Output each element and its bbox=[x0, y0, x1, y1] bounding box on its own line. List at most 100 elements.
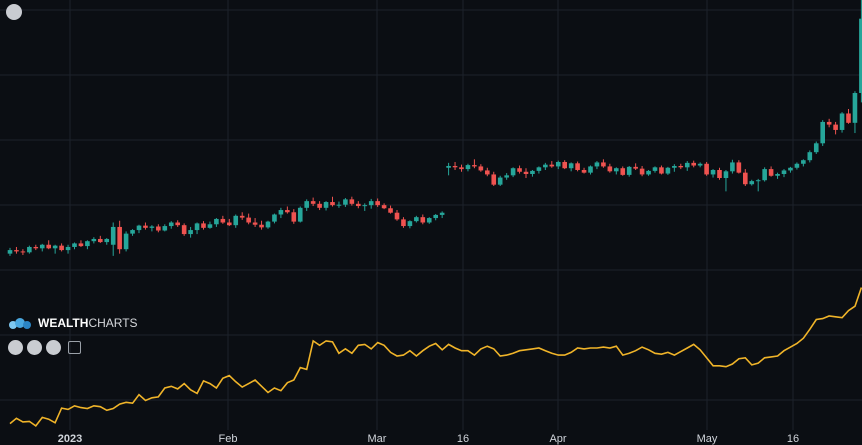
candle-body bbox=[65, 246, 71, 251]
candle-body bbox=[710, 169, 716, 175]
candle-body bbox=[852, 93, 858, 123]
candle-body bbox=[762, 169, 767, 181]
candle-body bbox=[543, 164, 548, 168]
candle-body bbox=[465, 165, 471, 170]
candle-body bbox=[188, 230, 193, 235]
candle-body bbox=[414, 217, 419, 222]
collapse-icon[interactable] bbox=[8, 340, 23, 355]
x-tick-label: 16 bbox=[457, 433, 469, 445]
plus-square-icon[interactable] bbox=[68, 341, 81, 354]
candle-body bbox=[381, 205, 387, 209]
candle-body bbox=[246, 217, 251, 223]
candle-body bbox=[684, 162, 690, 168]
candle-body bbox=[91, 238, 97, 242]
candle-body bbox=[259, 224, 264, 228]
candle-body bbox=[175, 222, 180, 226]
candle-body bbox=[401, 219, 406, 227]
candle-body bbox=[607, 166, 613, 172]
expand-icon[interactable] bbox=[6, 4, 22, 20]
candle-body bbox=[859, 18, 862, 94]
candle-body bbox=[781, 170, 787, 174]
candle-body bbox=[833, 124, 838, 130]
candle-body bbox=[452, 165, 458, 168]
candle-body bbox=[530, 170, 535, 174]
candle-body bbox=[78, 243, 84, 247]
candle-body bbox=[194, 223, 200, 231]
candle-body bbox=[52, 245, 58, 249]
candle-body bbox=[768, 169, 774, 176]
candle-body bbox=[33, 246, 39, 249]
candle-body bbox=[297, 207, 303, 222]
candle-body bbox=[497, 177, 503, 185]
candle-body bbox=[723, 171, 729, 178]
candle-body bbox=[472, 165, 477, 167]
candle-body bbox=[20, 251, 26, 253]
candle-body bbox=[536, 167, 542, 171]
candle-body bbox=[459, 167, 464, 170]
candle-body bbox=[697, 163, 703, 166]
candle-body bbox=[156, 226, 161, 231]
candle-body bbox=[614, 168, 619, 172]
candle-body bbox=[549, 164, 555, 167]
candle-body bbox=[110, 226, 116, 245]
candle-body bbox=[717, 169, 722, 178]
candle-body bbox=[555, 161, 561, 167]
candle-body bbox=[304, 201, 309, 208]
candle-body bbox=[517, 168, 522, 172]
candle-body bbox=[594, 162, 600, 167]
indicator-line bbox=[9, 287, 862, 427]
candle-body bbox=[330, 202, 335, 206]
candle-body bbox=[336, 204, 342, 206]
arrow-up-icon[interactable] bbox=[46, 340, 61, 355]
candle-body bbox=[98, 238, 103, 243]
candle-body bbox=[420, 217, 426, 223]
candle-body bbox=[252, 222, 258, 225]
candle-body bbox=[620, 168, 626, 175]
candle-body bbox=[123, 233, 129, 250]
candle-body bbox=[233, 215, 239, 226]
candle-body bbox=[601, 162, 606, 167]
candle-body bbox=[362, 205, 368, 207]
candle-body bbox=[85, 241, 90, 247]
candle-body bbox=[665, 167, 671, 174]
candle-body bbox=[478, 166, 484, 171]
x-tick-label: Feb bbox=[219, 433, 238, 445]
candle-body bbox=[813, 143, 819, 153]
x-tick-label: Mar bbox=[368, 433, 387, 445]
candle-body bbox=[285, 210, 290, 213]
candle-body bbox=[639, 168, 645, 175]
candle-body bbox=[317, 203, 322, 208]
candle-body bbox=[368, 201, 374, 206]
brand-wealth: WEALTH bbox=[38, 316, 89, 330]
brand-logo: WEALTHCHARTS bbox=[8, 313, 138, 333]
candle-body bbox=[626, 166, 632, 175]
candle-body bbox=[104, 238, 110, 243]
candle-body bbox=[485, 170, 490, 175]
candle-body bbox=[46, 244, 51, 249]
candle-body bbox=[788, 167, 793, 171]
candle-body bbox=[743, 172, 748, 185]
candle-body bbox=[201, 223, 206, 228]
candle-body bbox=[394, 212, 400, 220]
candle-body bbox=[272, 214, 277, 222]
candle-body bbox=[730, 162, 735, 172]
candle-body bbox=[652, 167, 658, 171]
candle-body bbox=[356, 203, 361, 207]
candle-body bbox=[265, 221, 271, 228]
candle-body bbox=[646, 170, 651, 175]
candle-body bbox=[659, 167, 664, 174]
candle-body bbox=[755, 180, 761, 182]
candle-body bbox=[349, 199, 355, 204]
arrow-down-icon[interactable] bbox=[27, 340, 42, 355]
candle-body bbox=[510, 168, 516, 176]
candle-body bbox=[207, 224, 213, 228]
candle-body bbox=[749, 181, 755, 185]
candle-body bbox=[826, 121, 832, 125]
candle-body bbox=[504, 175, 509, 178]
candle-body bbox=[736, 162, 742, 173]
candle-body bbox=[227, 222, 232, 226]
candle-body bbox=[214, 218, 219, 225]
candle-body bbox=[59, 245, 64, 251]
candle-body bbox=[323, 202, 329, 208]
